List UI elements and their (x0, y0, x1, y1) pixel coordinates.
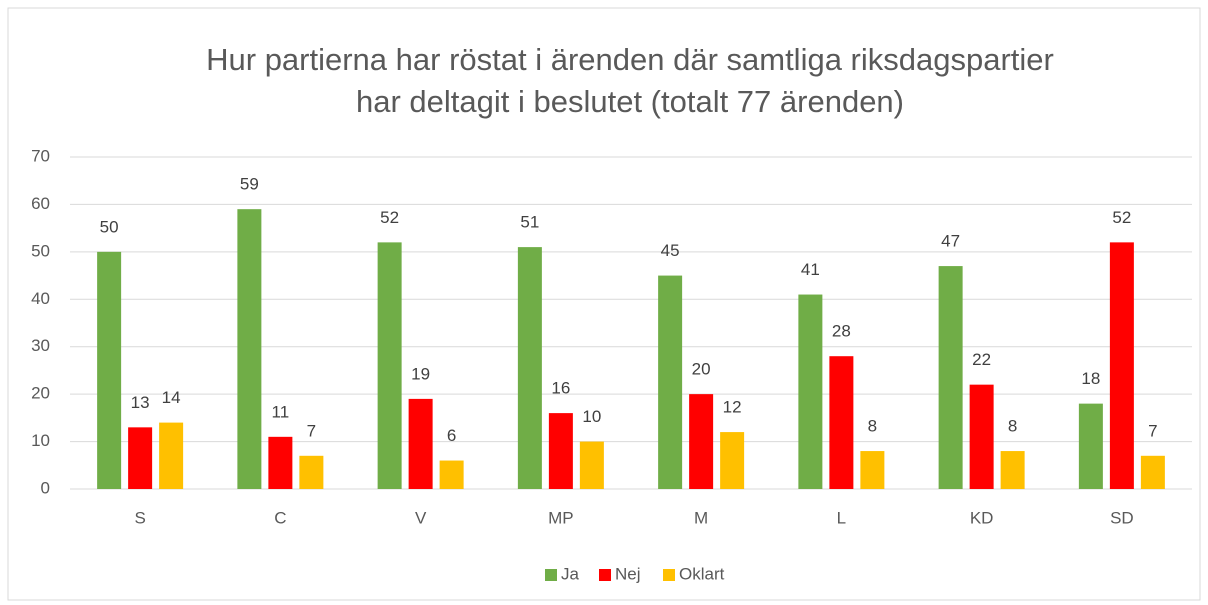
bar (377, 242, 402, 489)
value-label: 8 (1008, 417, 1017, 436)
value-label: 52 (380, 208, 399, 227)
bar (658, 275, 683, 489)
value-label: 12 (723, 398, 742, 417)
chart-title: Hur partierna har röstat i ärenden där s… (206, 42, 1054, 77)
bar (938, 266, 963, 489)
bar (1109, 242, 1134, 489)
value-label: 45 (661, 241, 680, 260)
value-label: 51 (520, 213, 539, 232)
chart-border (7, 7, 1201, 601)
bar (97, 251, 122, 489)
value-label: 18 (1081, 369, 1100, 388)
value-label: 8 (868, 417, 877, 436)
bar (860, 451, 885, 489)
legend-label: Oklart (679, 564, 725, 583)
legend-label: Ja (561, 564, 580, 583)
y-tick-label: 10 (31, 431, 50, 450)
value-label: 11 (272, 402, 290, 421)
value-label: 14 (162, 388, 181, 407)
bar (829, 356, 854, 489)
y-tick-label: 20 (31, 384, 50, 403)
y-tick-label: 30 (31, 336, 50, 355)
y-tick-label: 50 (31, 241, 50, 260)
bar (159, 422, 184, 489)
bar (439, 460, 464, 489)
y-tick-label: 70 (31, 146, 50, 165)
bar (579, 441, 604, 489)
legend-label: Nej (615, 564, 641, 583)
value-label: 16 (551, 379, 570, 398)
bar (237, 209, 262, 489)
bar (1000, 451, 1025, 489)
value-label: 7 (1148, 421, 1157, 440)
value-label: 41 (801, 260, 820, 279)
x-tick-label: M (694, 508, 708, 527)
x-tick-label: KD (970, 508, 994, 527)
bar (1140, 455, 1165, 489)
bar (299, 455, 324, 489)
value-label: 10 (582, 407, 601, 426)
bar (517, 247, 542, 489)
legend-swatch (663, 569, 675, 581)
bar (969, 384, 994, 489)
value-label: 47 (941, 232, 960, 251)
value-label: 20 (692, 360, 711, 379)
x-tick-label: V (415, 508, 427, 527)
bar (720, 432, 745, 489)
value-label: 52 (1112, 208, 1131, 227)
bar (268, 436, 293, 489)
value-label: 7 (307, 421, 316, 440)
x-tick-label: S (134, 508, 145, 527)
x-tick-label: MP (548, 508, 574, 527)
x-tick-label: C (274, 508, 286, 527)
x-tick-label: SD (1110, 508, 1134, 527)
legend-swatch (545, 569, 557, 581)
bar (548, 413, 573, 489)
y-tick-label: 60 (31, 194, 50, 213)
value-label: 28 (832, 322, 851, 341)
bar (128, 427, 153, 489)
bar (1078, 403, 1103, 489)
legend-swatch (599, 569, 611, 581)
x-tick-label: L (837, 508, 846, 527)
chart-title: har deltagit i beslutet (totalt 77 ärend… (356, 84, 904, 119)
bar (798, 294, 823, 489)
y-tick-label: 0 (41, 478, 50, 497)
value-label: 50 (100, 217, 119, 236)
value-label: 59 (240, 175, 259, 194)
value-label: 6 (447, 426, 456, 445)
y-tick-label: 40 (31, 289, 50, 308)
bar (408, 398, 433, 489)
value-label: 13 (131, 393, 150, 412)
bar (689, 394, 714, 489)
value-label: 22 (972, 350, 991, 369)
value-label: 19 (411, 364, 430, 383)
